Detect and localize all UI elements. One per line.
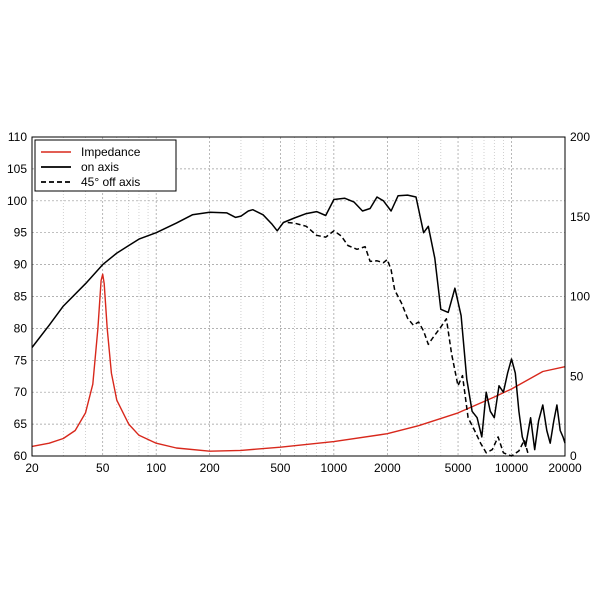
grid bbox=[32, 137, 565, 456]
y-left-tick-label: 75 bbox=[14, 353, 28, 367]
y-left-tick-label: 95 bbox=[14, 226, 28, 240]
y-left-tick-label: 90 bbox=[14, 258, 28, 272]
x-tick-label: 5000 bbox=[445, 461, 472, 475]
y-left-tick-label: 70 bbox=[14, 385, 28, 399]
y-left-tick-label: 85 bbox=[14, 290, 28, 304]
series-line-0 bbox=[31, 273, 566, 452]
x-tick-label: 50 bbox=[96, 461, 110, 475]
y-right-tick-label: 50 bbox=[570, 369, 584, 383]
legend-label-0: Impedance bbox=[81, 145, 141, 159]
y-left-tick-label: 65 bbox=[14, 417, 28, 431]
series-layer bbox=[31, 194, 566, 457]
y-left-tick-label: 60 bbox=[14, 449, 28, 463]
plot-frame bbox=[31, 136, 566, 457]
x-tick-label: 1000 bbox=[320, 461, 347, 475]
y-right-tick-label: 0 bbox=[570, 449, 577, 463]
x-tick-label: 10000 bbox=[495, 461, 529, 475]
y-right-tick-label: 150 bbox=[570, 210, 590, 224]
x-tick-label: 100 bbox=[146, 461, 166, 475]
tick-labels: 20 50 100 200 500 1000 2000 5000 10000 2000060657… bbox=[7, 130, 590, 475]
legend-label-1: on axis bbox=[81, 160, 119, 174]
y-right-tick-label: 200 bbox=[570, 130, 590, 144]
x-tick-label: 20000 bbox=[548, 461, 582, 475]
y-left-tick-label: 105 bbox=[7, 162, 27, 176]
y-left-tick-label: 100 bbox=[7, 194, 27, 208]
x-tick-label: 2000 bbox=[374, 461, 401, 475]
y-left-tick-label: 80 bbox=[14, 321, 28, 335]
y-right-tick-label: 100 bbox=[570, 290, 590, 304]
x-tick-label: 500 bbox=[270, 461, 290, 475]
x-tick-label: 20 bbox=[25, 461, 39, 475]
legend-label-2: 45° off axis bbox=[81, 175, 140, 189]
y-left-tick-label: 110 bbox=[8, 130, 27, 144]
x-tick-label: 200 bbox=[200, 461, 220, 475]
series-line-2 bbox=[287, 221, 530, 457]
